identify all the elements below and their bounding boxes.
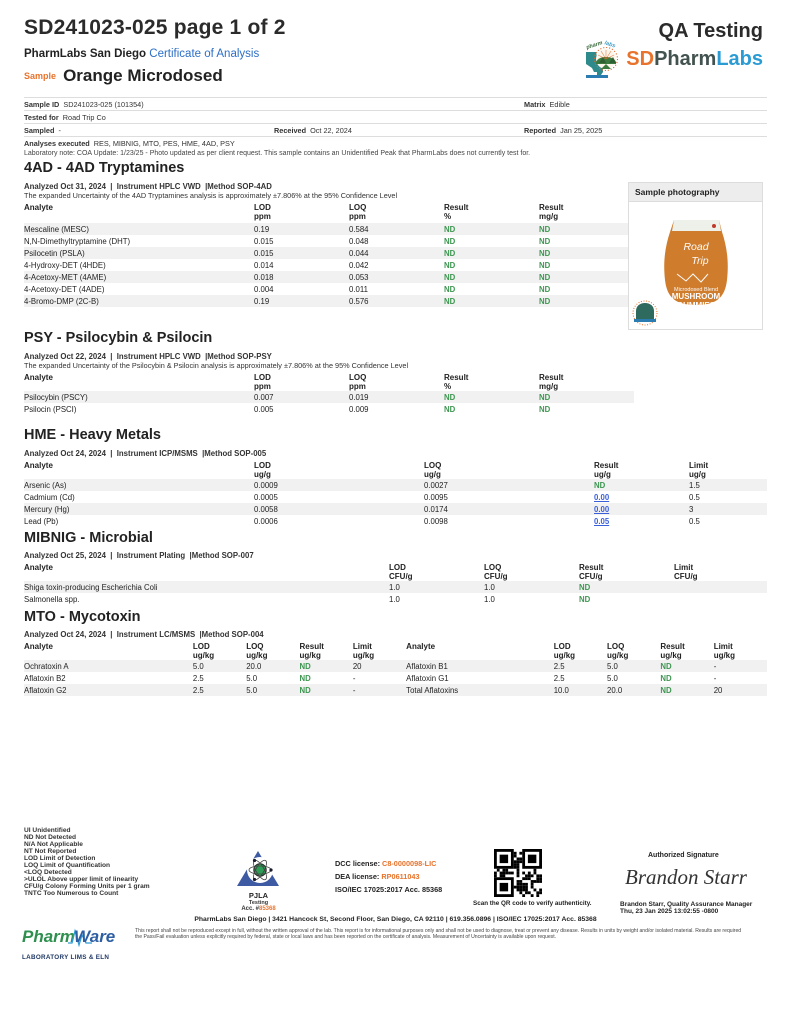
svg-text:MUSHROOM: MUSHROOM xyxy=(672,292,721,301)
svg-text:pharm: pharm xyxy=(585,40,604,51)
svg-text:Trip: Trip xyxy=(691,255,708,267)
svg-text:Ware: Ware xyxy=(74,927,115,946)
svg-text:Pharm: Pharm xyxy=(22,927,75,946)
svg-text:Road: Road xyxy=(683,241,709,253)
svg-text:GUMMIES: GUMMIES xyxy=(677,301,716,310)
